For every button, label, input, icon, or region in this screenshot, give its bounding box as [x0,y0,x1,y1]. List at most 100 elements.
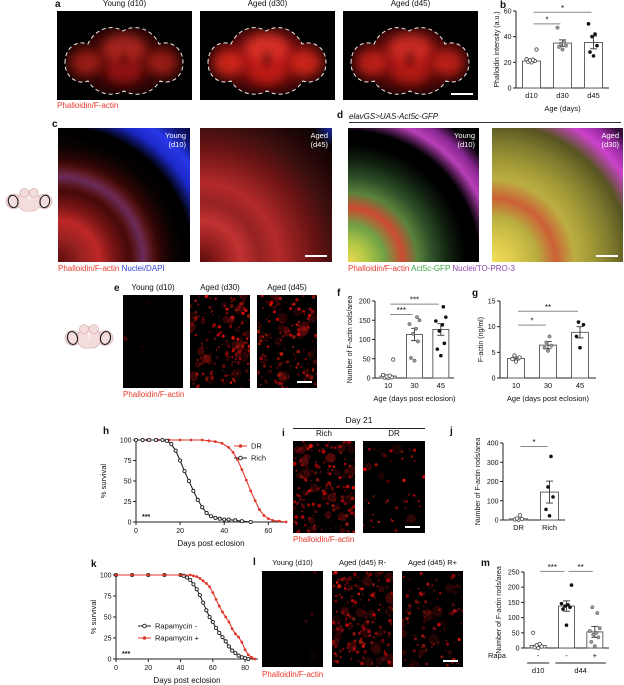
caption-red: Phalloidin/F-actin [348,264,412,273]
svg-text:0: 0 [128,520,132,527]
panel-e-title-2: Aged (d30) [200,283,240,292]
rod-image-young-d10 [262,571,323,667]
svg-text:100: 100 [100,573,112,580]
svg-text:***: *** [122,651,130,658]
panel-g-label: g [472,288,479,299]
image-label: Aged (d45) [310,131,328,150]
svg-text:50: 50 [124,479,132,486]
svg-text:45: 45 [576,381,584,390]
confocal-gfp-image-aged-d30: Aged (d30) [492,128,623,262]
svg-text:0: 0 [516,646,520,653]
panel-i-group-title: Day 21 [345,415,373,425]
rod-image-dr [363,441,425,533]
fly-brain-icon [64,320,114,352]
svg-text:100: 100 [508,615,520,622]
svg-text:5: 5 [492,350,496,357]
panel-a-title-1: Young (d10) [102,0,147,8]
svg-text:Rich: Rich [542,523,557,532]
panel-l-label: l [253,557,256,568]
svg-text:Rich: Rich [251,454,266,463]
panel-l-title-1: Young (d10) [272,558,313,567]
svg-text:75: 75 [104,594,112,601]
image-label: Young (d10) [454,131,475,150]
brain-image-young-d10 [57,11,192,100]
svg-text:Rapamycin -: Rapamycin - [155,622,198,631]
svg-text:Number of F-actin rods/area: Number of F-actin rods/area [496,566,503,654]
svg-text:*: * [561,4,564,13]
svg-text:100: 100 [120,438,132,445]
svg-text:d10: d10 [525,91,538,100]
panel-e-title-3: Aged (d45) [267,283,307,292]
svg-text:*: * [532,438,535,447]
confocal-gfp-image-young-d10: Young (d10) [348,128,479,262]
svg-text:200: 200 [508,585,520,592]
svg-text:***: *** [397,306,406,315]
panel-f-chart: 0 50 100 150 200 Number of F-actin rods/area *… [336,286,462,404]
panel-a-title-2: Aged (d30) [247,0,288,8]
svg-text:15: 15 [488,299,496,306]
confocal-image-young-d10: Young (d10) [58,128,190,262]
panel-l-caption: Phalloidin/F-actin [262,670,324,679]
rod-image-aged-d45-rapa-minus [332,571,393,667]
svg-text:250: 250 [508,570,520,577]
svg-text:d10: d10 [532,666,545,675]
svg-text:40: 40 [177,665,185,672]
panel-a-title-3: Aged (d45) [390,0,431,8]
svg-text:*: * [530,317,533,326]
panel-k-label: k [91,559,97,570]
svg-text:***: *** [410,296,419,305]
brain-image-aged-d45 [343,11,478,100]
panel-a-label: a [55,0,61,10]
panel-a-caption: Phalloidin/F-actin [57,101,119,110]
svg-text:150: 150 [359,318,371,325]
panel-e-label: e [114,283,120,294]
svg-text:d30: d30 [556,91,569,100]
svg-text:75: 75 [124,458,132,465]
svg-text:-: - [565,651,568,660]
caption-blue: Nuclei/DAPI [119,264,165,273]
svg-text:40: 40 [504,34,512,41]
svg-text:Rapa: Rapa [488,651,507,660]
panel-g-chart: 0 5 10 15 F-actin (ng/ml) * ** 10 30 45 Age (days … [468,286,604,404]
svg-text:10: 10 [512,381,520,390]
svg-text:60: 60 [209,665,217,672]
svg-text:20: 20 [176,528,184,535]
svg-text:Age (days post eclosion): Age (days post eclosion) [507,394,590,403]
panel-j-label: j [450,426,453,437]
svg-text:DR: DR [251,442,262,451]
svg-text:**: ** [545,303,551,312]
panel-d-genotype-title: elavGS>UAS-Act5c-GFP [349,112,439,121]
svg-text:100: 100 [359,337,371,344]
svg-text:Number of F-actin rods/area: Number of F-actin rods/area [475,438,482,526]
svg-text:*: * [545,15,548,24]
svg-text:% survival: % survival [89,600,98,635]
scale-bar [297,381,312,383]
confocal-image-aged-d45: Aged (d45) [200,128,332,262]
svg-text:Number of F-actin rods/area: Number of F-actin rods/area [347,296,354,384]
svg-text:20: 20 [144,665,152,672]
scale-bar [443,660,458,662]
svg-text:60: 60 [264,528,272,535]
svg-text:+: + [593,651,598,660]
svg-text:0: 0 [108,657,112,664]
svg-text:20: 20 [504,60,512,67]
svg-text:Rapamycin +: Rapamycin + [155,634,200,643]
panel-m-chart: 0 50 100 150 200 250 Number of F-actin rods/ar… [486,556,618,684]
panel-b-label: b [500,0,507,11]
svg-text:100: 100 [487,498,499,505]
svg-text:50: 50 [363,356,371,363]
scale-bar [305,255,327,257]
panel-m-label: m [481,558,490,569]
panel-h-survival-chart: 0 25 50 75 100 0 20 40 60 % survival Days post ecl… [86,424,290,548]
svg-text:d44: d44 [574,666,587,675]
svg-text:10: 10 [488,324,496,331]
svg-text:300: 300 [487,460,499,467]
panel-j-chart: 0 100 200 300 400 Number of F-actin rods/area… [450,422,574,532]
svg-text:50: 50 [512,630,520,637]
svg-text:40: 40 [220,528,228,535]
svg-text:0: 0 [492,376,496,383]
svg-text:F-actin (ng/ml): F-actin (ng/ml) [478,317,485,362]
svg-text:150: 150 [508,600,520,607]
panel-l-title-3: Aged (d45) R+ [408,558,457,567]
